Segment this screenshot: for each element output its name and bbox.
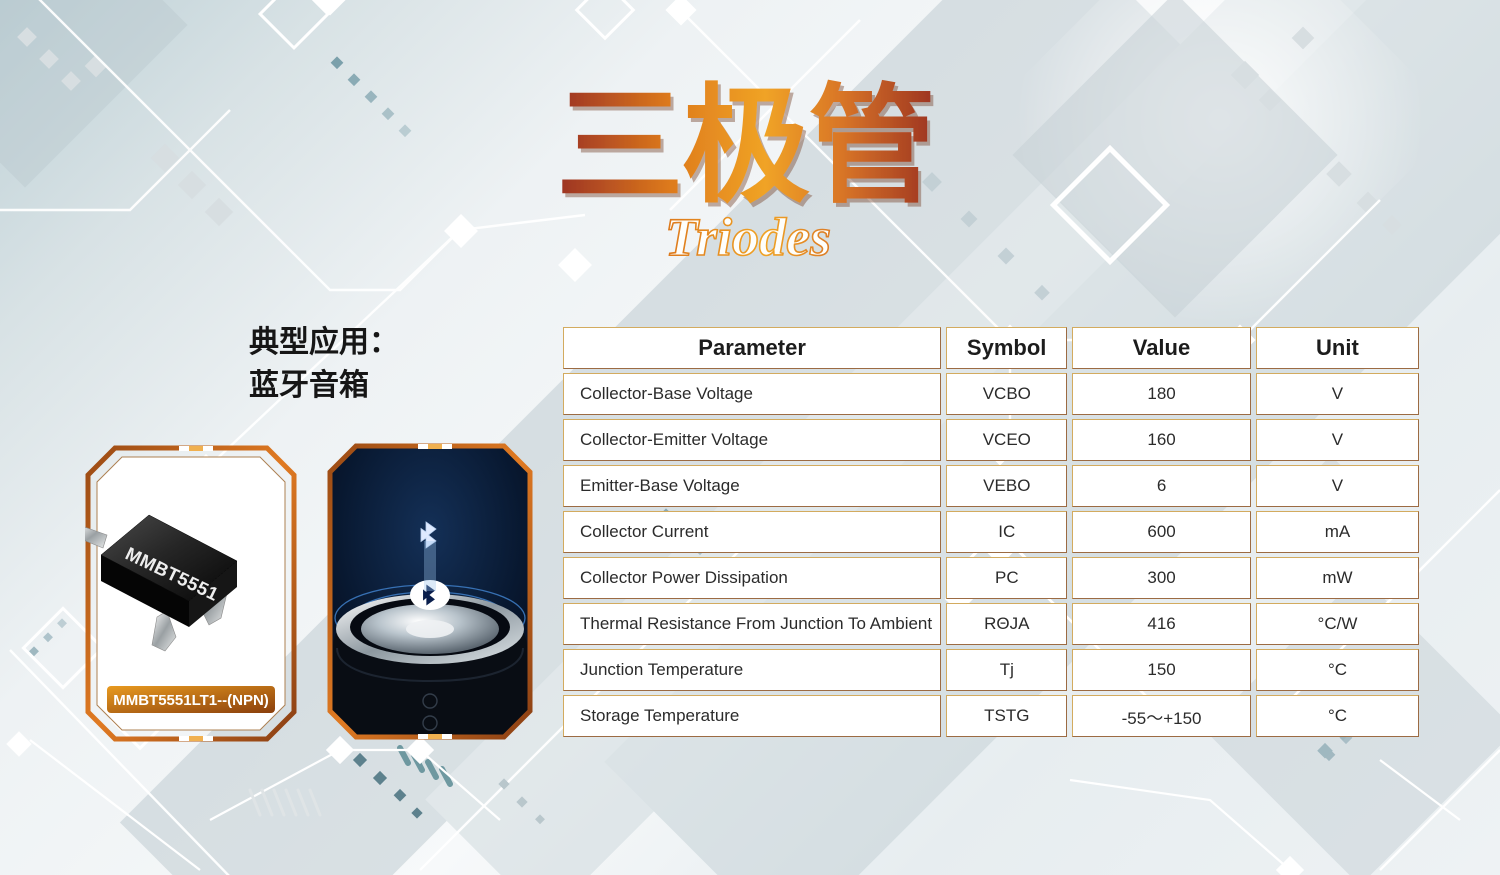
svg-text:Triodes: Triodes — [665, 207, 831, 267]
svg-text:三极管: 三极管 — [556, 75, 934, 218]
svg-text:MMBT5551LT1--(NPN): MMBT5551LT1--(NPN) — [113, 692, 269, 709]
